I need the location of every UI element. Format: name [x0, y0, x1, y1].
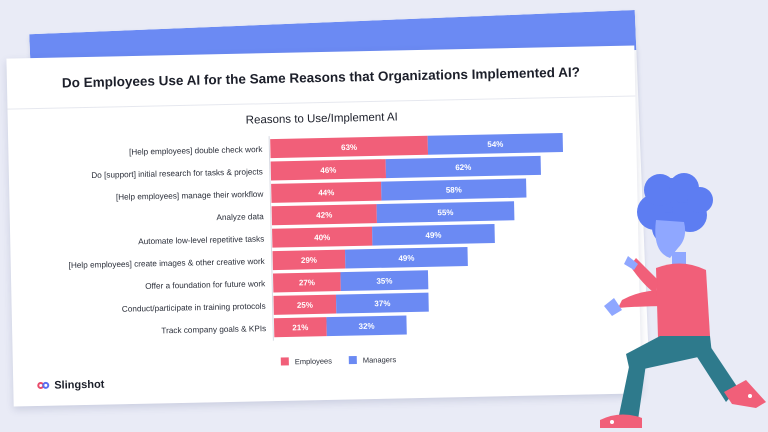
- bar-chart: Reasons to Use/Implement AI [Help employe…: [69, 111, 564, 366]
- employees-bar: [272, 226, 373, 248]
- data-label: 21%: [292, 323, 308, 332]
- managers-bar: [326, 315, 407, 337]
- category-label: Analyze data: [216, 212, 264, 222]
- data-label: 49%: [425, 231, 441, 240]
- data-label: 27%: [299, 278, 315, 287]
- category-label: Automate low-level repetitive tasks: [138, 235, 264, 247]
- data-label: 25%: [297, 301, 313, 310]
- managers-bar: [344, 246, 468, 269]
- category-label: Conduct/participate in training protocol…: [122, 302, 266, 314]
- y-axis-line: [268, 136, 274, 341]
- employees-bar: [270, 159, 387, 181]
- slingshot-logo-icon: [37, 381, 50, 391]
- chart-title: Reasons to Use/Implement AI: [246, 111, 398, 126]
- data-label: 62%: [455, 163, 471, 172]
- employees-bar: [273, 317, 327, 338]
- data-label: 63%: [341, 143, 357, 152]
- data-label: 37%: [374, 299, 390, 308]
- page-title: Do Employees Use AI for the Same Reasons…: [61, 64, 581, 91]
- category-label: Offer a foundation for future work: [145, 279, 266, 291]
- managers-bar: [372, 224, 495, 246]
- data-label: 55%: [437, 208, 453, 217]
- managers-bar: [381, 178, 527, 201]
- data-label: 29%: [301, 256, 317, 265]
- category-label: [Help employees] manage their workflow: [116, 190, 264, 202]
- managers-bar: [376, 201, 515, 224]
- employees-bar: [272, 272, 341, 293]
- brand-name: Slingshot: [54, 378, 105, 392]
- data-label: 42%: [316, 211, 332, 220]
- data-label: 40%: [314, 233, 330, 242]
- data-label: 54%: [487, 140, 503, 149]
- category-label: [Help employees] double check work: [129, 145, 263, 157]
- managers-bar: [340, 270, 429, 292]
- employees-bar: [271, 181, 382, 203]
- category-label: Track company goals & KPIs: [161, 324, 266, 335]
- data-label: 32%: [359, 322, 375, 331]
- employees-bar: [272, 249, 346, 271]
- legend-label: Managers: [363, 355, 397, 365]
- employees-bar: [271, 204, 377, 226]
- data-label: 49%: [398, 254, 414, 263]
- data-label: 35%: [376, 276, 392, 285]
- brand-logo-lockup: Slingshot: [37, 378, 105, 392]
- managers-bar: [385, 155, 541, 179]
- data-label: 44%: [318, 188, 334, 197]
- employees-bar: [273, 294, 337, 315]
- legend-label: Employees: [295, 356, 333, 366]
- legend-swatch-managers: [348, 355, 357, 365]
- managers-bar: [335, 292, 429, 314]
- employees-bar: [270, 135, 429, 159]
- category-label: [Help employees] create images & other c…: [69, 257, 266, 270]
- data-label: 46%: [320, 166, 336, 175]
- kneeling-person-illustration: [600, 173, 766, 428]
- legend-swatch-employees: [280, 357, 289, 366]
- managers-bar: [427, 132, 564, 155]
- chart-card: Do Employees Use AI for the Same Reasons…: [6, 45, 642, 407]
- category-label: Do [support] initial research for tasks …: [91, 167, 263, 180]
- data-label: 58%: [446, 185, 462, 194]
